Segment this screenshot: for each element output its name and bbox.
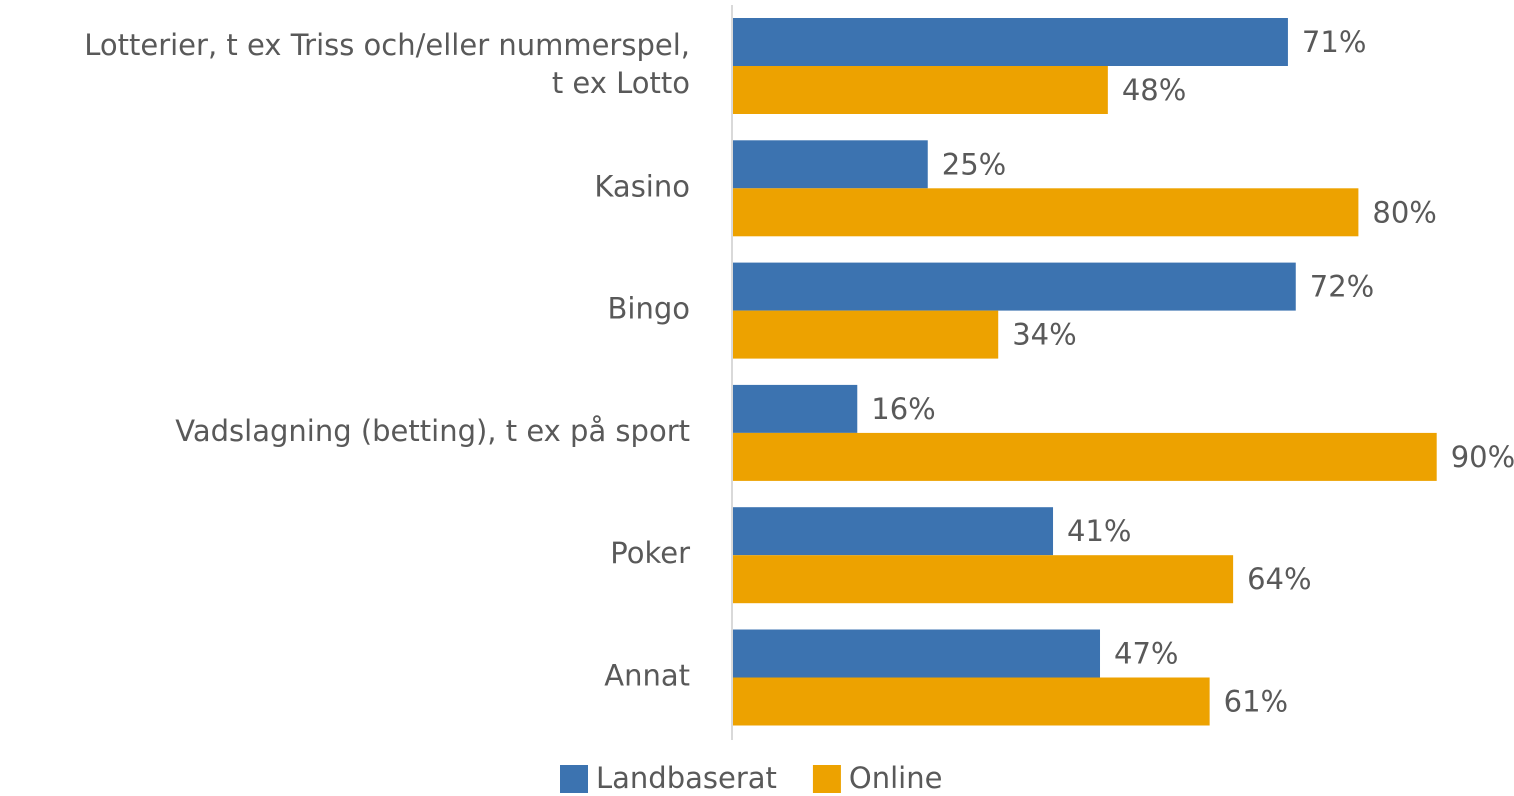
bar [732,310,999,359]
value-label: 25% [942,147,1006,181]
legend-label: Landbaserat [596,761,777,795]
category-label: Bingo [608,292,690,326]
bar [732,188,1359,237]
bar [732,140,928,189]
value-label: 48% [1122,73,1186,107]
value-label: 61% [1224,685,1288,719]
legend-label: Online [849,761,943,795]
value-label: 72% [1310,270,1374,304]
legend-swatch [560,765,588,793]
category-label: Lotterier, t ex Triss och/eller nummersp… [84,28,690,100]
bar [732,432,1437,481]
category-label: Vadslagning (betting), t ex på sport [175,414,690,448]
value-label: 41% [1067,514,1131,548]
category-label: Kasino [594,169,690,203]
value-label: 16% [871,392,935,426]
value-label: 34% [1012,318,1076,352]
value-label: 90% [1451,440,1514,474]
bar [732,507,1054,556]
value-label: 47% [1114,637,1178,671]
bar [732,66,1108,114]
category-label: Annat [604,659,690,693]
value-label: 71% [1302,25,1366,59]
bar [732,555,1234,604]
category-label: Poker [610,536,690,570]
bar [732,677,1210,726]
bar [732,384,858,433]
value-label: 64% [1247,562,1311,596]
value-label: 80% [1372,195,1436,229]
bar [732,18,1288,66]
bar [732,629,1101,678]
legend-swatch [812,765,841,793]
bar [732,262,1296,311]
